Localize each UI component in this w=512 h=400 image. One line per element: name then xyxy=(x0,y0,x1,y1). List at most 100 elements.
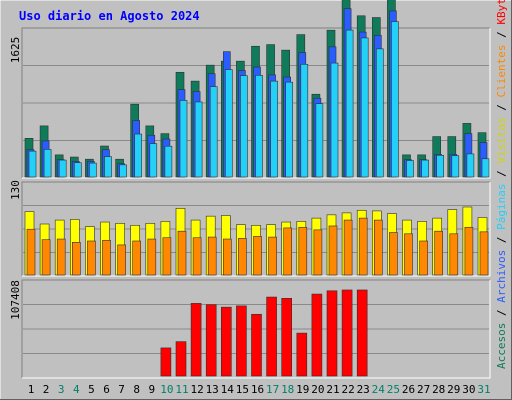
middle-clientes-bar-10 xyxy=(162,237,172,276)
middle-clientes-bar-19 xyxy=(298,226,308,276)
x-label-day-17: 17 xyxy=(266,383,279,396)
x-label-day-16: 16 xyxy=(251,383,264,396)
middle-clientes-bar-8 xyxy=(132,240,141,276)
legend-part-3: / xyxy=(495,230,508,250)
x-label-day-5: 5 xyxy=(88,383,95,396)
legend-part-9: / xyxy=(495,25,508,45)
legend-part-5: / xyxy=(495,164,508,184)
bottom-kbytes-bar-16 xyxy=(251,313,262,377)
middle-clientes-bar-17 xyxy=(268,236,277,276)
middle-clientes-bar-9 xyxy=(147,238,157,276)
x-label-day-13: 13 xyxy=(206,383,219,396)
y-max-label-middle: 130 xyxy=(9,180,22,200)
panel-top-bevel-dark xyxy=(21,27,490,178)
middle-clientes-bar-6 xyxy=(102,240,111,276)
x-label-day-6: 6 xyxy=(103,383,110,396)
top-páginas-bar-12 xyxy=(194,101,203,178)
bottom-kbytes-bar-21 xyxy=(326,290,338,377)
middle-clientes-bar-23 xyxy=(358,217,368,276)
x-label-day-3: 3 xyxy=(58,383,65,396)
x-label-day-25: 25 xyxy=(387,383,400,396)
middle-clientes-bar-14 xyxy=(223,238,232,276)
middle-clientes-bar-26 xyxy=(404,233,413,276)
top-páginas-bar-29 xyxy=(451,155,460,178)
middle-clientes-bar-25 xyxy=(389,232,398,276)
bottom-kbytes-bar-15 xyxy=(236,305,247,377)
top-páginas-bar-5 xyxy=(89,162,97,178)
x-label-day-15: 15 xyxy=(236,383,249,396)
top-páginas-bar-1 xyxy=(28,150,37,178)
middle-clientes-bar-7 xyxy=(117,244,126,276)
top-páginas-bar-25 xyxy=(391,21,399,178)
x-label-day-10: 10 xyxy=(160,383,173,396)
bottom-kbytes-bar-17 xyxy=(266,296,277,377)
legend-part-6: Visitas xyxy=(495,117,508,163)
panel-top-bevel-light xyxy=(22,28,491,179)
top-páginas-bar-19 xyxy=(300,63,309,178)
top-páginas-bar-14 xyxy=(225,69,233,178)
top-panel-bars xyxy=(24,0,490,178)
x-label-day-30: 30 xyxy=(462,383,475,396)
top-páginas-bar-28 xyxy=(436,155,445,178)
top-páginas-bar-3 xyxy=(58,159,67,178)
middle-clientes-bar-18 xyxy=(283,227,293,276)
bottom-panel-bars xyxy=(160,289,368,377)
bottom-kbytes-bar-12 xyxy=(190,303,202,377)
top-páginas-bar-11 xyxy=(179,100,188,178)
middle-clientes-bar-5 xyxy=(87,240,96,276)
top-páginas-bar-16 xyxy=(255,75,263,178)
x-label-day-29: 29 xyxy=(447,383,460,396)
middle-clientes-bar-4 xyxy=(72,242,81,276)
bottom-kbytes-bar-22 xyxy=(341,289,353,377)
top-páginas-bar-26 xyxy=(406,160,414,178)
middle-clientes-bar-13 xyxy=(207,236,217,276)
x-label-day-7: 7 xyxy=(118,383,125,396)
middle-clientes-bar-30 xyxy=(464,226,474,276)
top-páginas-bar-7 xyxy=(119,164,127,178)
middle-clientes-bar-3 xyxy=(56,238,66,276)
bottom-kbytes-bar-11 xyxy=(175,341,187,377)
x-label-day-12: 12 xyxy=(190,383,203,396)
bottom-kbytes-bar-10 xyxy=(160,347,172,377)
top-páginas-bar-18 xyxy=(285,81,294,178)
middle-clientes-bar-31 xyxy=(479,231,489,276)
legend-part-10: KBytes xyxy=(495,0,508,25)
legend-part-1: / xyxy=(495,303,508,323)
middle-clientes-bar-20 xyxy=(313,229,323,276)
top-páginas-bar-23 xyxy=(360,37,369,178)
middle-panel-bars xyxy=(24,206,489,276)
top-páginas-bar-6 xyxy=(104,156,112,178)
legend-part-2: Archivos xyxy=(495,250,508,303)
top-páginas-bar-2 xyxy=(43,149,52,178)
x-label-day-2: 2 xyxy=(43,383,50,396)
x-label-day-28: 28 xyxy=(432,383,445,396)
chart-title: Uso diario en Agosto 2024 xyxy=(19,9,200,23)
x-label-day-31: 31 xyxy=(477,383,490,396)
top-páginas-bar-4 xyxy=(74,162,82,178)
top-páginas-bar-24 xyxy=(375,48,384,178)
panel-middle-bevel-light xyxy=(22,182,491,277)
panel-middle-bevel-dark xyxy=(21,181,490,276)
top-páginas-bar-13 xyxy=(209,86,218,178)
x-label-day-24: 24 xyxy=(372,383,386,396)
legend-part-7: / xyxy=(495,97,508,117)
x-label-day-20: 20 xyxy=(311,383,324,396)
legend-part-4: Páginas xyxy=(495,184,508,230)
legend-part-0: Accesos xyxy=(495,323,508,369)
x-label-day-8: 8 xyxy=(133,383,140,396)
top-páginas-bar-27 xyxy=(421,159,429,178)
top-páginas-bar-17 xyxy=(270,80,278,178)
x-label-day-1: 1 xyxy=(28,383,35,396)
top-páginas-bar-10 xyxy=(164,145,173,178)
middle-clientes-bar-22 xyxy=(343,219,353,276)
bottom-kbytes-bar-23 xyxy=(356,289,368,377)
y-max-label-top: 1625 xyxy=(9,37,22,64)
middle-clientes-bar-16 xyxy=(253,236,262,276)
y-max-label-bottom: 107408 xyxy=(9,280,22,320)
x-label-day-11: 11 xyxy=(175,383,188,396)
bottom-kbytes-bar-14 xyxy=(221,306,232,377)
panel-bottom-bevel-dark xyxy=(21,279,490,378)
x-label-day-18: 18 xyxy=(281,383,294,396)
top-páginas-bar-22 xyxy=(345,29,354,178)
